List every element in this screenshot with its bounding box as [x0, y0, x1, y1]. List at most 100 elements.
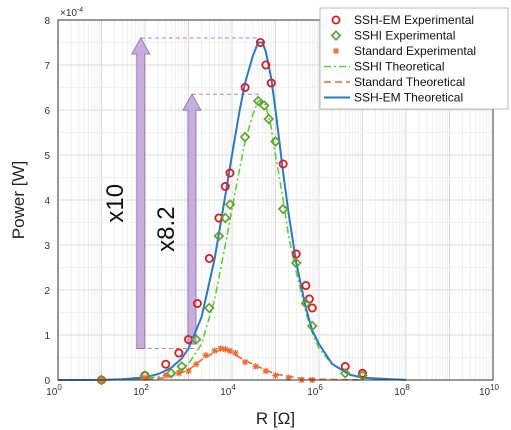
- data-point-circle: [291, 249, 301, 259]
- data-point-diamond: [252, 95, 264, 107]
- data-point-circle: [220, 181, 230, 191]
- y-tick-label: 4: [44, 196, 50, 207]
- data-point-diamond: [339, 367, 351, 379]
- x-tick-base: 10: [133, 387, 145, 398]
- data-point-diamond: [96, 374, 107, 386]
- annotation-arrow: x10: [102, 36, 261, 349]
- data-point-diamond: [270, 136, 281, 147]
- data-point-diamond: [290, 257, 302, 269]
- x-tick-exp: 0: [57, 383, 62, 392]
- data-point-diamond: [190, 334, 202, 345]
- y-tick-label: 7: [44, 61, 50, 72]
- legend-entry: SSHI Theoretical: [324, 60, 445, 74]
- y-multiplier: ×10-4: [60, 7, 83, 19]
- data-point-diamond: [213, 230, 225, 242]
- legend-label: Standard Theoretical: [354, 75, 465, 89]
- legend-entry: SSH-EM Theoretical: [324, 91, 463, 105]
- x-tick-base: 10: [479, 387, 491, 398]
- data-point-circle: [331, 15, 341, 25]
- x-tick-label: 102: [133, 383, 149, 398]
- plot-frame: [57, 19, 494, 381]
- x-tick-label: 106: [307, 383, 323, 398]
- x-tick-exp: 8: [405, 383, 410, 392]
- x-tick-label: 104: [220, 383, 236, 398]
- x-axis-label: R [Ω]: [256, 409, 295, 428]
- x-tick-exp: 10: [490, 383, 499, 392]
- annotations: x10 x8.2: [102, 36, 261, 349]
- data-point-diamond: [330, 30, 342, 41]
- data-point-star: [175, 370, 183, 377]
- data-point-circle: [261, 60, 271, 70]
- x-tick-label: 1010: [479, 383, 500, 398]
- data-point-circle: [278, 159, 288, 169]
- legend-label: SSH-EM Theoretical: [354, 91, 463, 105]
- y-tick-label: 5: [44, 151, 50, 162]
- y-tick-label: 2: [44, 286, 50, 297]
- data-point-circle: [357, 368, 367, 378]
- legend-entry: SSH-EM Experimental: [331, 13, 474, 27]
- x-tick-base: 10: [394, 387, 406, 398]
- y-tick-label: 8: [44, 16, 50, 27]
- annotation-arrow: x8.2: [153, 93, 261, 345]
- y-multiplier-base: ×10: [60, 8, 77, 19]
- y-multiplier-exp: -4: [77, 7, 83, 14]
- data-point-circle: [174, 348, 184, 358]
- data-point-star: [202, 352, 210, 359]
- data-point-circle: [301, 280, 311, 290]
- series-line: [57, 41, 407, 381]
- data-point-star: [252, 363, 259, 370]
- data-point-diamond: [277, 203, 289, 215]
- y-tick-label: 3: [44, 241, 50, 252]
- annotation-text: x10: [102, 184, 129, 223]
- data-point-star: [332, 47, 340, 55]
- data-point-star: [211, 347, 218, 354]
- data-point-circle: [225, 168, 235, 178]
- x-tick-base: 10: [46, 387, 58, 398]
- data-point-star: [232, 349, 239, 357]
- x-tick-base: 10: [307, 387, 319, 398]
- y-multiplier-label: ×10-4: [60, 7, 83, 19]
- data-point-diamond: [176, 361, 188, 372]
- x-tick-label: 100: [46, 383, 62, 398]
- y-tick-label: 1: [44, 331, 50, 342]
- data-point-diamond: [203, 302, 215, 314]
- data-point-circle: [307, 303, 317, 313]
- data-point-diamond: [239, 131, 251, 143]
- data-point-star: [241, 358, 249, 366]
- legend-entry: Standard Experimental: [332, 44, 476, 58]
- data-point-star: [185, 367, 192, 375]
- series-layer: [57, 38, 407, 386]
- legend-entry: SSHI Experimental: [330, 29, 455, 43]
- annotation-arrow-shape: [182, 93, 202, 345]
- y-tick-label: 0: [44, 376, 50, 387]
- legend-entry: Standard Theoretical: [324, 75, 465, 89]
- data-point-circle: [161, 359, 171, 369]
- data-point-circle: [192, 298, 202, 308]
- data-point-star: [222, 346, 229, 353]
- x-tick-exp: 2: [144, 383, 149, 392]
- data-point-diamond: [165, 367, 177, 379]
- data-point-diamond: [258, 100, 270, 111]
- x-tick-base: 10: [220, 387, 232, 398]
- legend-box: [319, 7, 509, 110]
- data-point-diamond: [300, 298, 312, 309]
- data-point-star: [162, 372, 169, 379]
- data-point-circle: [204, 253, 214, 263]
- legend-label: SSHI Experimental: [354, 29, 455, 43]
- data-point-star: [285, 374, 292, 381]
- data-point-star: [262, 367, 270, 375]
- legend-label: Standard Experimental: [354, 44, 476, 58]
- legend-label: SSH-EM Experimental: [354, 13, 474, 27]
- y-axis-label: Power [W]: [9, 161, 28, 239]
- annotation-text: x8.2: [153, 206, 180, 251]
- data-point-diamond: [263, 113, 275, 125]
- data-point-circle: [255, 38, 265, 48]
- data-point-star: [192, 361, 200, 368]
- data-point-star: [217, 345, 224, 352]
- data-point-star: [226, 347, 234, 354]
- data-point-diamond: [224, 199, 236, 210]
- x-tick-exp: 4: [231, 383, 236, 392]
